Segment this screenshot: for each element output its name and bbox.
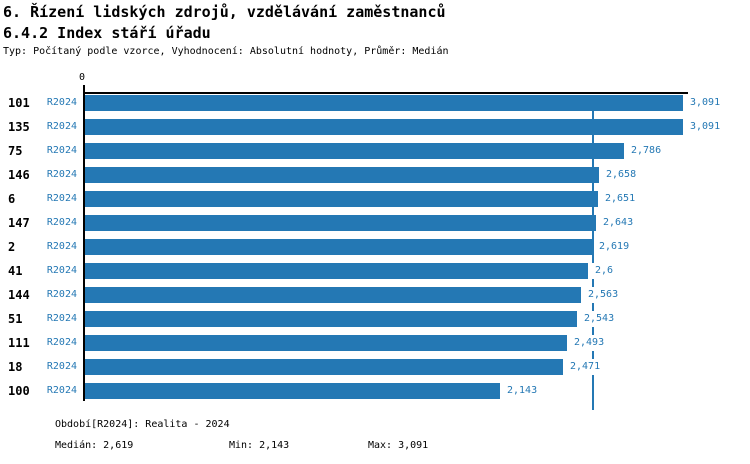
- value-label: 2,651: [602, 191, 639, 207]
- value-label: 2,471: [567, 359, 604, 375]
- value-label: 3,091: [687, 95, 724, 111]
- period-label: R2024: [46, 121, 77, 132]
- category-label: 41: [8, 264, 23, 278]
- category-label: 100: [8, 384, 30, 398]
- category-label: 51: [8, 312, 23, 326]
- category-label: 6: [8, 192, 16, 206]
- bar: [85, 215, 596, 231]
- category-label: 135: [8, 120, 30, 134]
- value-label: 2,643: [600, 215, 637, 231]
- value-label: 2,543: [581, 311, 618, 327]
- chart-subtitle: Typ: Počítaný podle vzorce, Vyhodnocení:…: [3, 46, 449, 57]
- y-axis-line: [83, 85, 85, 401]
- x-axis-zero-tick-label: 0: [78, 72, 86, 83]
- category-label: 101: [8, 96, 30, 110]
- bar: [85, 239, 592, 255]
- footer-period-label: Období[R2024]: Realita - 2024: [55, 419, 230, 430]
- median-line: [592, 95, 594, 410]
- period-label: R2024: [46, 217, 77, 228]
- period-label: R2024: [46, 337, 77, 348]
- bar: [85, 119, 683, 135]
- period-label: R2024: [46, 265, 77, 276]
- period-label: R2024: [46, 145, 77, 156]
- category-label: 18: [8, 360, 23, 374]
- period-label: R2024: [46, 313, 77, 324]
- category-label: 147: [8, 216, 30, 230]
- value-label: 2,563: [585, 287, 622, 303]
- bar: [85, 359, 563, 375]
- page-title: 6. Řízení lidských zdrojů, vzdělávání za…: [3, 3, 446, 21]
- value-label: 2,786: [628, 143, 665, 159]
- bar: [85, 311, 577, 327]
- value-label: 2,658: [603, 167, 640, 183]
- value-label: 2,619: [596, 239, 633, 255]
- footer-median-label: Medián: 2,619: [55, 440, 134, 451]
- category-label: 144: [8, 288, 30, 302]
- period-label: R2024: [46, 193, 77, 204]
- period-label: R2024: [46, 289, 77, 300]
- bar: [85, 167, 599, 183]
- category-label: 2: [8, 240, 16, 254]
- period-label: R2024: [46, 361, 77, 372]
- bar: [85, 383, 500, 399]
- period-label: R2024: [46, 241, 77, 252]
- period-label: R2024: [46, 169, 77, 180]
- x-axis-line: [83, 92, 688, 94]
- value-label: 3,091: [687, 119, 724, 135]
- footer-max-label: Max: 3,091: [368, 440, 429, 451]
- bar: [85, 95, 683, 111]
- category-label: 146: [8, 168, 30, 182]
- value-label: 2,6: [592, 263, 617, 279]
- bar: [85, 335, 567, 351]
- bar: [85, 191, 598, 207]
- bar: [85, 287, 581, 303]
- category-label: 111: [8, 336, 30, 350]
- bar: [85, 263, 588, 279]
- value-label: 2,493: [571, 335, 608, 351]
- chart-title: 6.4.2 Index stáří úřadu: [3, 24, 211, 42]
- footer-min-label: Min: 2,143: [229, 440, 290, 451]
- category-label: 75: [8, 144, 23, 158]
- value-label: 2,143: [504, 383, 541, 399]
- period-label: R2024: [46, 385, 77, 396]
- bar: [85, 143, 624, 159]
- period-label: R2024: [46, 97, 77, 108]
